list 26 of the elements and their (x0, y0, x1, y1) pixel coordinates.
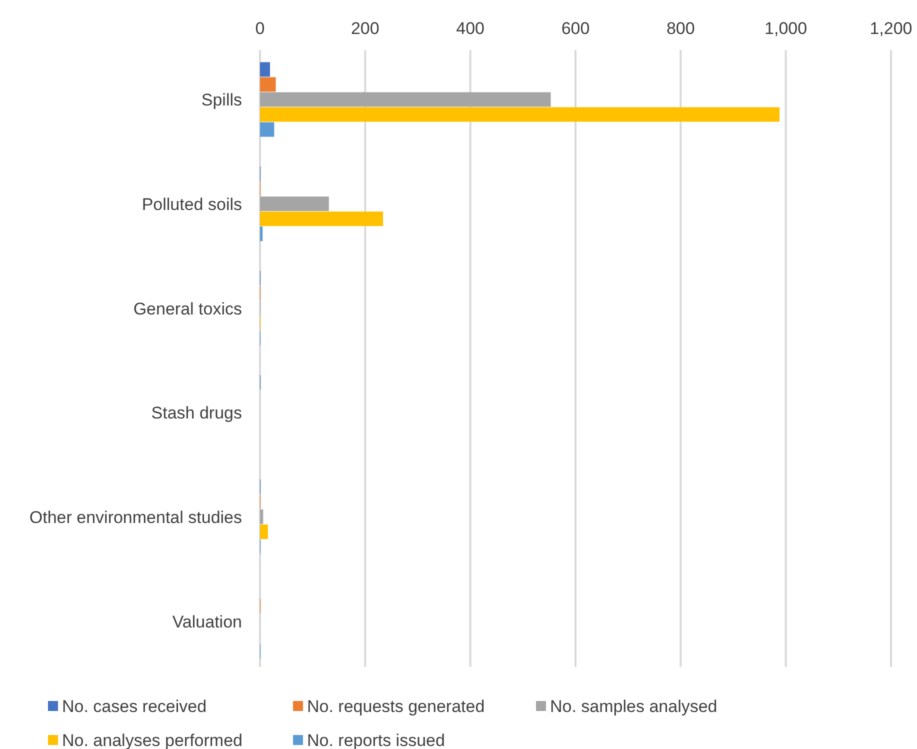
bar (260, 196, 329, 212)
bar (260, 226, 263, 242)
bar (260, 92, 551, 107)
x-tick-label: 0 (255, 19, 265, 38)
x-tick-label: 800 (666, 19, 695, 38)
legend-label: No. cases received (62, 697, 207, 716)
y-tick-label: Spills (201, 90, 242, 110)
legend-label: No. requests generated (307, 697, 485, 716)
bar (260, 212, 384, 226)
x-tick-label: 200 (350, 19, 380, 38)
bar (260, 62, 270, 77)
bar (260, 77, 276, 92)
y-tick-label: General toxics (133, 299, 242, 318)
y-tick-label: Polluted soils (142, 195, 242, 214)
x-tick-label: 1,000 (764, 19, 808, 38)
y-tick-label: Stash drugs (151, 404, 242, 423)
x-tick-label: 400 (456, 19, 485, 38)
bar (260, 107, 780, 122)
x-tick-label: 1,200 (870, 19, 912, 38)
legend-label: No. samples analysed (550, 697, 718, 716)
x-tick-label: 600 (561, 19, 590, 38)
bar (260, 509, 264, 524)
y-tick-label: Valuation (172, 612, 242, 632)
bar (260, 524, 268, 539)
y-tick-label: Other environmental studies (29, 508, 242, 527)
bar (260, 122, 274, 137)
